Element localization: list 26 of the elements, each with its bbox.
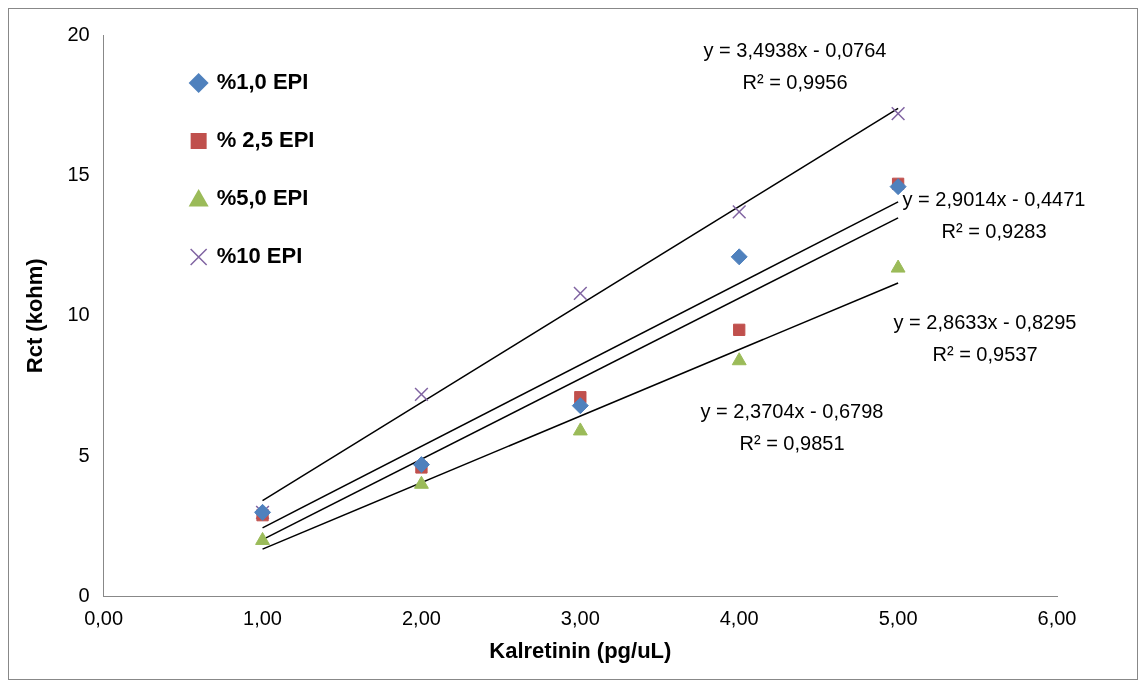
x-tick-label: 3,00 xyxy=(560,607,600,630)
annotation: y = 2,3704x - 0,6798 xyxy=(700,399,884,422)
y-axis-title: Rct (kohm) xyxy=(22,258,48,374)
x-tick-label: 0,00 xyxy=(84,607,124,630)
legend-label: % 2,5 EPI xyxy=(216,127,315,153)
annotation: R² = 0,9283 xyxy=(941,219,1047,242)
x-tick-label: 6,00 xyxy=(1037,607,1077,630)
y-tick-label: 10 xyxy=(67,303,90,326)
annotation: R² = 0,9851 xyxy=(739,431,845,454)
legend-label: %10 EPI xyxy=(216,243,303,269)
annotation: y = 3,4938x - 0,0764 xyxy=(703,38,887,61)
annotation: R² = 0,9537 xyxy=(932,342,1038,365)
y-tick-label: 15 xyxy=(67,162,90,185)
y-tick-label: 20 xyxy=(67,22,90,45)
annotation: R² = 0,9956 xyxy=(742,70,848,93)
x-tick-label: 2,00 xyxy=(401,607,441,630)
annotation: y = 2,9014x - 0,4471 xyxy=(902,187,1086,210)
legend-label: %1,0 EPI xyxy=(216,69,309,95)
legend-label: %5,0 EPI xyxy=(216,185,309,211)
x-tick-label: 5,00 xyxy=(878,607,918,630)
x-tick-label: 4,00 xyxy=(719,607,759,630)
x-axis-title: Kalretinin (pg/uL) xyxy=(489,637,672,663)
annotation: y = 2,8633x - 0,8295 xyxy=(893,310,1077,333)
y-tick-label: 5 xyxy=(78,443,90,466)
y-tick-label: 0 xyxy=(78,584,90,607)
x-tick-label: 1,00 xyxy=(243,607,283,630)
